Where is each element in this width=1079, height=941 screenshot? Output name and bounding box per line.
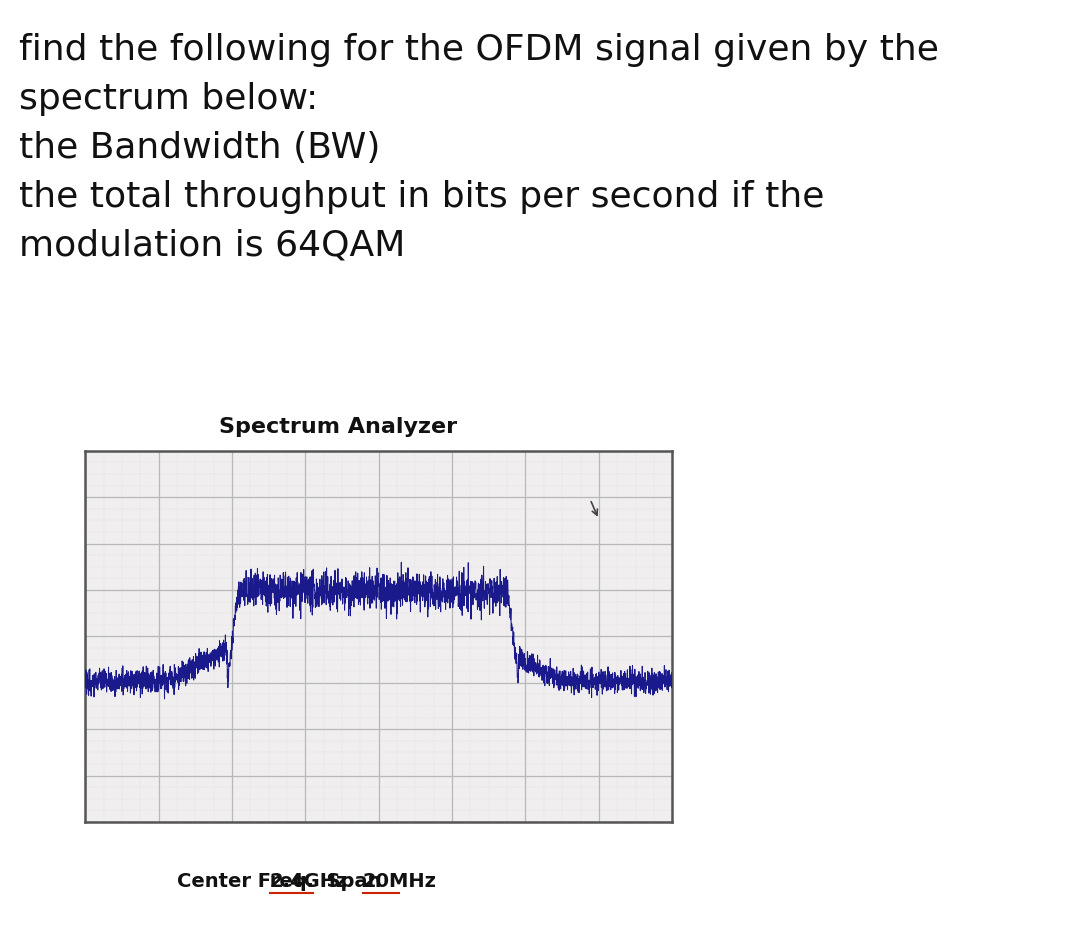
Text: Span: Span (313, 872, 388, 891)
Text: 2.4GHz: 2.4GHz (270, 872, 349, 891)
Text: spectrum below:: spectrum below: (19, 82, 318, 116)
Text: modulation is 64QAM: modulation is 64QAM (19, 229, 406, 263)
Text: Spectrum Analyzer: Spectrum Analyzer (219, 417, 457, 438)
Text: Center Freq.: Center Freq. (177, 872, 320, 891)
Text: 20MHz: 20MHz (363, 872, 437, 891)
Text: find the following for the OFDM signal given by the: find the following for the OFDM signal g… (19, 33, 940, 67)
Text: the Bandwidth (BW): the Bandwidth (BW) (19, 131, 381, 165)
Text: the total throughput in bits per second if the: the total throughput in bits per second … (19, 180, 824, 214)
